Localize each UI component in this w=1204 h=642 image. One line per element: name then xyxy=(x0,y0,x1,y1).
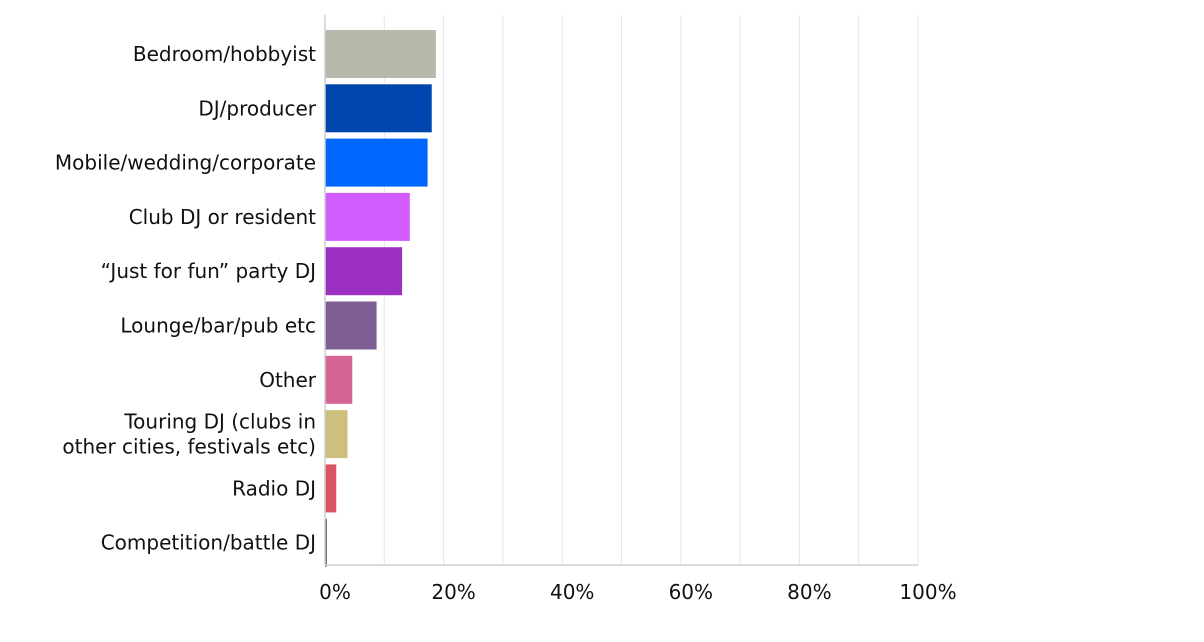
category-label: Mobile/wedding/corporate xyxy=(55,151,316,175)
bar-touring-dj-clubs-in-other-cities-festivals-etc xyxy=(325,410,348,459)
category-label: other cities, festivals etc) xyxy=(62,435,316,459)
category-label: Radio DJ xyxy=(232,476,316,500)
category-label: Touring DJ (clubs in xyxy=(123,410,316,434)
category-label: Club DJ or resident xyxy=(129,205,316,229)
category-label: “Just for fun” party DJ xyxy=(101,259,316,283)
category-label: Bedroom/hobbyist xyxy=(133,42,316,66)
grid-lines xyxy=(383,15,919,565)
bar-lounge-bar-pub-etc xyxy=(325,301,377,350)
x-tick-label: 40% xyxy=(550,580,594,604)
bar-mobile-wedding-corporate xyxy=(325,138,428,187)
x-tick-label: 60% xyxy=(669,580,713,604)
x-tick-labels: 0% 20% 40% 60% 80% 100% xyxy=(319,580,956,604)
bar-radio-dj xyxy=(325,464,337,513)
category-label: DJ/producer xyxy=(198,96,316,120)
x-tick-label: 80% xyxy=(787,580,831,604)
x-tick-label: 100% xyxy=(899,580,956,604)
category-label: Competition/battle DJ xyxy=(101,531,316,555)
bars xyxy=(325,30,436,567)
bar-just-for-fun-party-dj xyxy=(325,247,403,296)
bar-club-dj-or-resident xyxy=(325,192,410,241)
x-tick-label: 0% xyxy=(319,580,351,604)
category-label: Other xyxy=(259,368,317,392)
x-tick-label: 20% xyxy=(431,580,475,604)
bar-bedroom-hobbyist xyxy=(325,30,436,78)
category-labels: Bedroom/hobbyist DJ/producer Mobile/weddin… xyxy=(55,42,317,555)
category-label: Lounge/bar/pub etc xyxy=(120,314,316,338)
bar-other xyxy=(325,355,353,404)
bar-dj-producer xyxy=(325,84,432,133)
bar-competition-battle-dj xyxy=(325,518,327,567)
